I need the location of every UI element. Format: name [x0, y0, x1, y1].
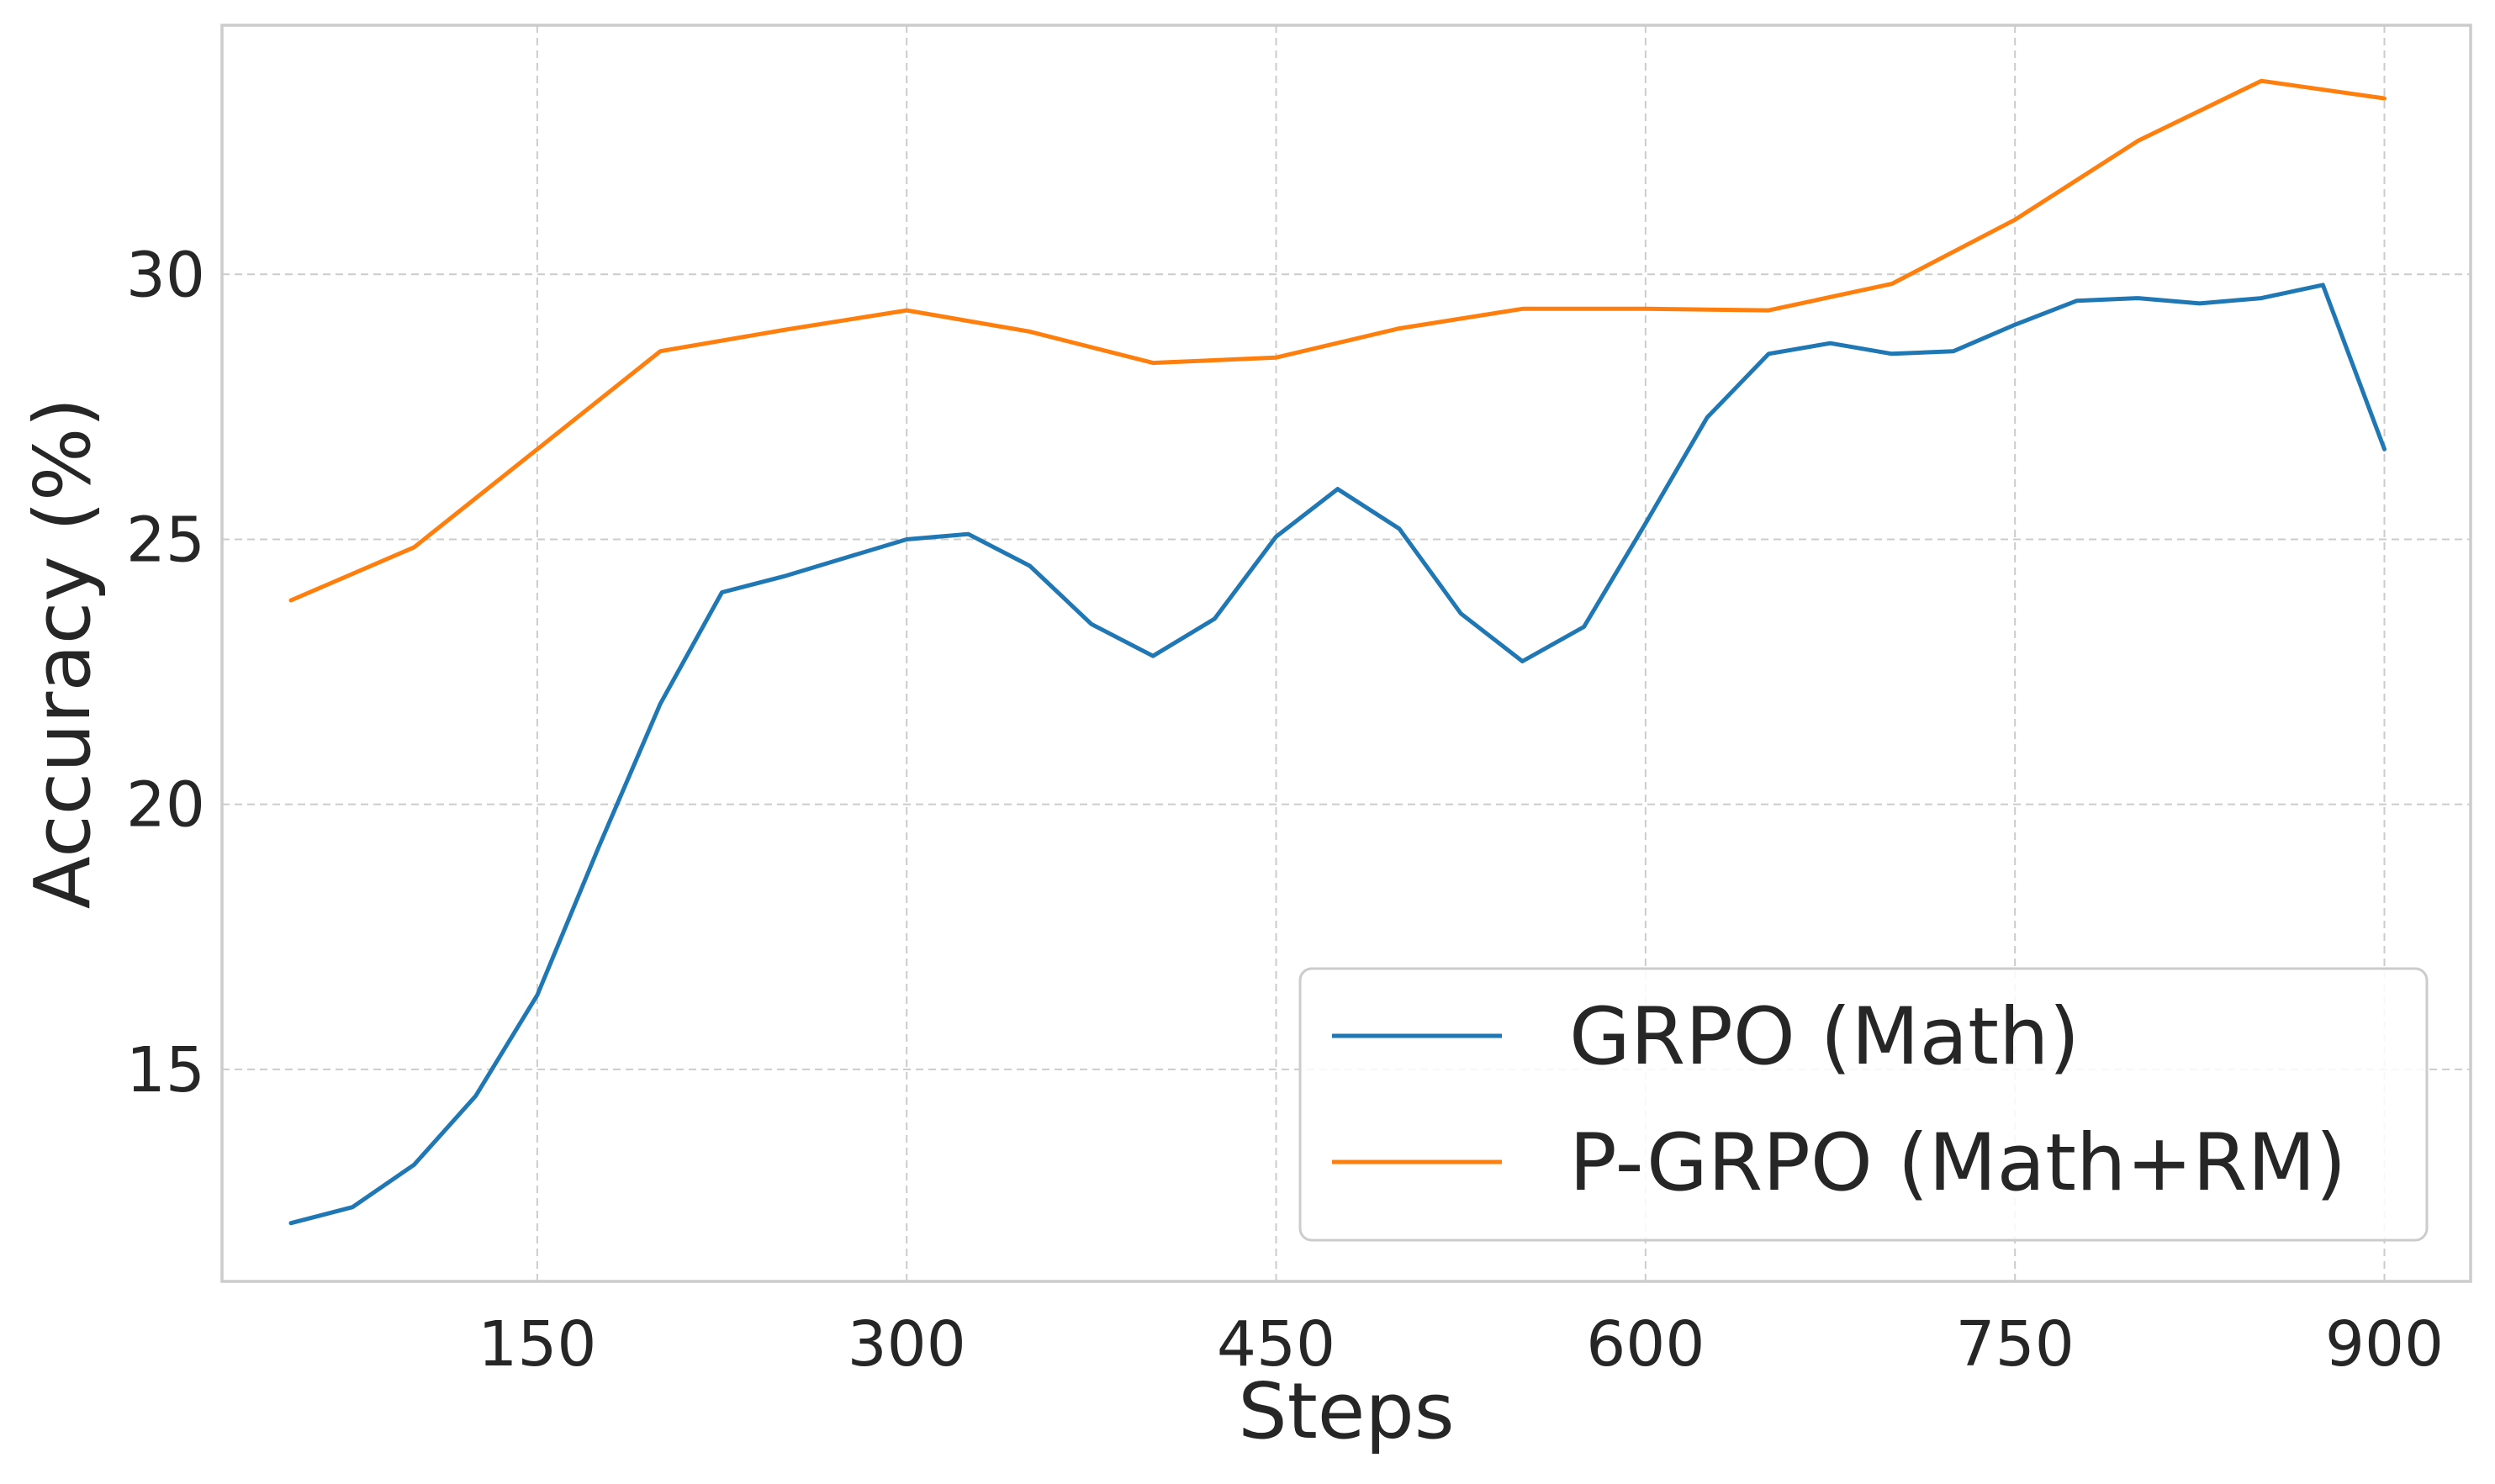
x-tick-labels: 150 300 450 600 750 900 [478, 1308, 2444, 1381]
y-tick-label: 30 [126, 239, 205, 311]
series-line-grpo [288, 283, 2387, 1226]
x-tick-label: 600 [1586, 1308, 1705, 1381]
x-tick-label: 900 [2325, 1308, 2444, 1381]
x-tick-label: 450 [1217, 1308, 1335, 1381]
x-tick-label: 750 [1956, 1308, 2075, 1381]
series-layer [288, 78, 2387, 1226]
series-line-p-grpo [288, 78, 2387, 603]
legend-box [1298, 967, 2429, 1242]
legend: GRPO (Math) P-GRPO (Math+RM) [1298, 967, 2429, 1242]
x-tick-label: 300 [848, 1308, 966, 1381]
legend-label-grpo: GRPO (Math) [1569, 991, 2080, 1083]
y-tick-label: 25 [126, 504, 205, 576]
x-axis-title: Steps [1238, 1366, 1454, 1456]
y-tick-labels: 15 20 25 30 [126, 239, 205, 1106]
x-tick-label: 150 [478, 1308, 596, 1381]
y-axis-title: Accuracy (%) [18, 398, 108, 909]
legend-label-p-grpo: P-GRPO (Math+RM) [1569, 1117, 2346, 1209]
plot-frame [220, 24, 2472, 1283]
y-tick-label: 15 [126, 1034, 205, 1106]
y-tick-label: 20 [126, 769, 205, 842]
